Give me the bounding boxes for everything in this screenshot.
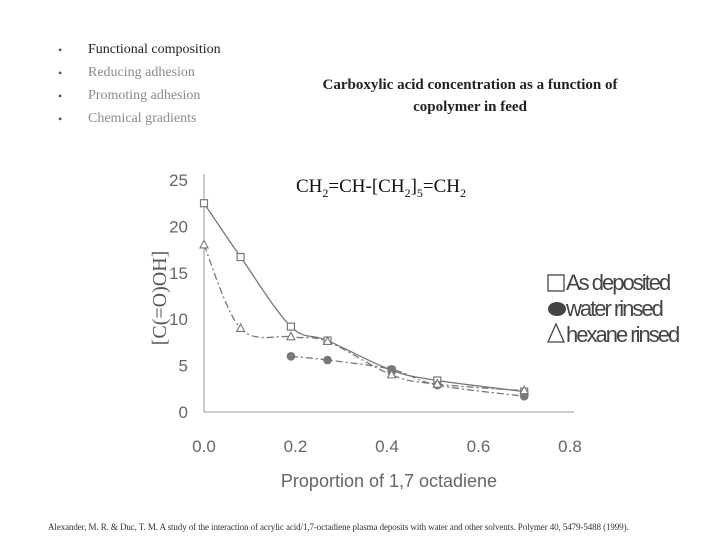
legend-marker-circle (548, 302, 566, 316)
bullet-item: • Reducing adhesion (58, 63, 221, 86)
bullet-dot: • (58, 112, 63, 126)
formula-part: CH (296, 176, 323, 197)
formula-part: =CH-[CH (328, 176, 405, 197)
legend-label: water rinsed (565, 296, 663, 321)
x-tick-label: 0.0 (192, 437, 216, 456)
x-tick-label: 0.4 (375, 437, 399, 456)
formula-part: ] (410, 176, 417, 197)
legend-marker-square (547, 274, 565, 292)
x-tick-label: 0.6 (467, 437, 491, 456)
bullet-item: • Functional composition (58, 40, 221, 63)
data-point-triangle (322, 335, 333, 346)
bullet-dot: • (58, 66, 63, 80)
data-point-circle (286, 352, 296, 361)
bullet-item: • Chemical gradients (58, 109, 221, 132)
formula-subscript: 5 (416, 185, 423, 200)
y-tick-label: 10 (169, 310, 188, 329)
y-tick-label: 20 (169, 217, 188, 236)
bullet-text: Chemical gradients (88, 111, 197, 126)
formula-subscript: 2 (460, 185, 467, 200)
y-axis-label: [C(=O)OH] (149, 251, 171, 346)
series-line-square (203, 202, 525, 393)
legend-label: As deposited (566, 270, 670, 295)
data-point-triangle (519, 384, 530, 395)
y-tick-label: 25 (169, 171, 188, 190)
data-point-circle (323, 355, 332, 365)
bullet-item: • Promoting adhesion (58, 86, 221, 109)
chemical-formula: CH2=CH-[CH2]5=CH2 (296, 176, 466, 201)
y-tick-label: 0 (179, 403, 188, 422)
series-line-triangle (203, 244, 525, 392)
y-tick-label: 15 (169, 264, 188, 283)
data-point-square (236, 252, 245, 262)
bullet-text: Functional composition (88, 42, 221, 57)
legend-label: hexane rinsed (566, 322, 679, 347)
legend-marker-triangle (546, 322, 566, 343)
data-point-triangle (286, 331, 296, 341)
data-point-square (286, 322, 296, 331)
data-point-triangle (235, 322, 246, 333)
data-point-triangle (432, 378, 443, 388)
bullet-text: Reducing adhesion (88, 65, 195, 80)
slide-title-line1: Carboxylic acid concentration as a funct… (322, 77, 618, 93)
data-point-triangle (386, 369, 397, 379)
x-axis-label: Proportion of 1,7 octadiene (281, 471, 497, 491)
y-tick-label: 5 (179, 357, 188, 376)
bullet-dot: • (58, 89, 63, 103)
data-point-square (199, 199, 209, 208)
formula-part: =CH (422, 176, 461, 197)
formula-subscript: 2 (404, 185, 411, 200)
data-point-triangle (199, 239, 209, 249)
bullet-text: Promoting adhesion (88, 88, 201, 103)
formula-subscript: 2 (322, 185, 329, 200)
slide-title-line2: copolymer in feed (413, 99, 527, 115)
bullet-list: • Functional composition • Reducing adhesi… (58, 40, 221, 132)
slide-title: Carboxylic acid concentration as a funct… (270, 74, 670, 118)
bullet-dot: • (58, 43, 63, 57)
x-tick-label: 0.2 (284, 437, 308, 456)
x-tick-label: 0.8 (558, 437, 582, 456)
citation: Alexander, M. R. & Duc, T. M. A study of… (48, 522, 629, 532)
